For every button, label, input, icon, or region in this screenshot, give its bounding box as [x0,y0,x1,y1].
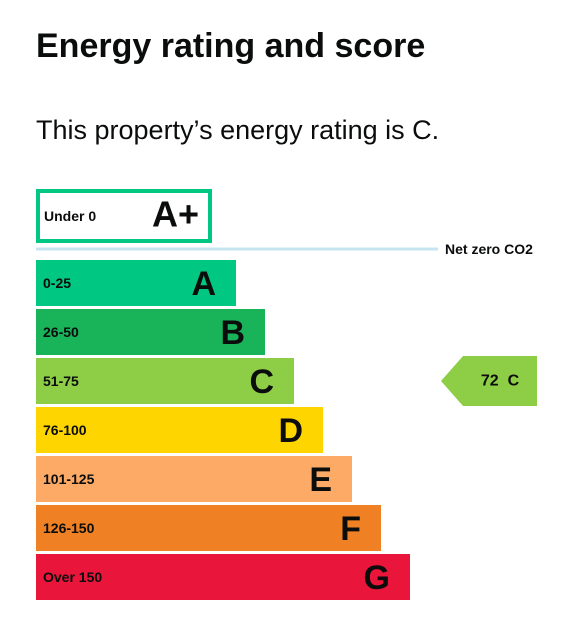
band-d-range: 76-100 [43,422,87,438]
band-d-letter: D [278,412,303,450]
band-c-letter: C [249,363,274,401]
band-g-letter: G [364,559,390,597]
band-e-letter: E [309,461,332,499]
band-b-range: 26-50 [43,324,79,340]
band-a-plus-letter: A+ [152,194,199,235]
band-d-bar [36,407,323,453]
band-g-bar [36,554,410,600]
band-a-letter: A [191,265,216,303]
band-f-bar [36,505,381,551]
net-zero-label: Net zero CO2 [445,241,533,257]
band-e-range: 101-125 [43,471,95,487]
band-g-range: Over 150 [43,569,102,585]
band-f-range: 126-150 [43,520,95,536]
page-title: Energy rating and score [36,27,426,65]
current-rating-label: 72 C [481,373,520,390]
current-rating-arrow [441,356,537,406]
band-c-range: 51-75 [43,373,79,389]
band-a-plus-range: Under 0 [44,208,96,224]
band-a-bar [36,260,236,306]
band-c-bar [36,358,294,404]
band-b-bar [36,309,265,355]
band-a-plus-box [36,189,212,243]
energy-rating-summary: This property’s energy rating is C. [36,115,440,145]
band-f-letter: F [340,510,361,548]
band-a-range: 0-25 [43,275,71,291]
band-b-letter: B [220,314,245,352]
band-e-bar [36,456,352,502]
